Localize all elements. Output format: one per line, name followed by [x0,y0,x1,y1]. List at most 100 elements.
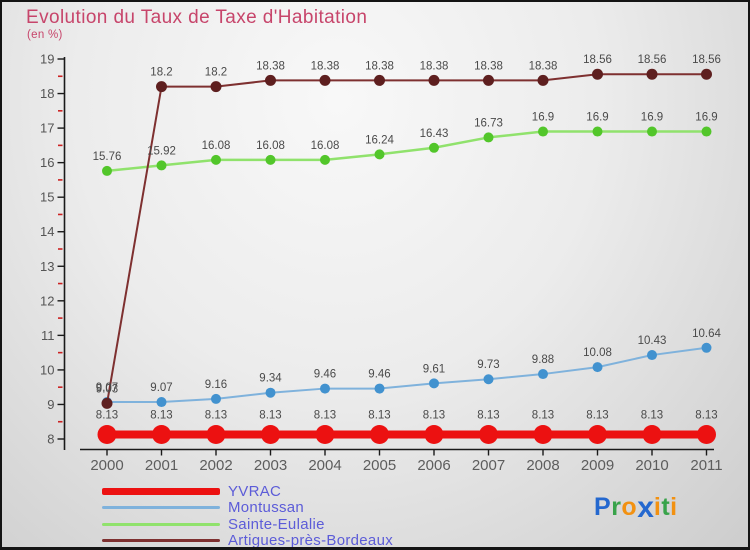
value-label-Montussan: 10.64 [692,328,721,340]
legend-swatch [102,487,220,495]
y-tick-label: 11 [41,328,55,343]
value-label-Artigues-près-Bordeaux: 18.56 [583,54,612,66]
x-tick-label: 2006 [417,457,450,474]
value-label-YVRAC: 8.13 [695,410,717,422]
data-point-Sainte-Eulalie [374,149,385,160]
x-tick-label: 2011 [690,457,722,474]
value-label-Artigues-près-Bordeaux: 18.38 [256,60,285,72]
value-label-YVRAC: 8.13 [477,410,499,422]
value-label-Sainte-Eulalie: 16.9 [586,112,608,124]
value-label-YVRAC: 8.13 [96,410,118,422]
value-label-Artigues-près-Bordeaux: 18.2 [205,67,227,79]
value-label-Montussan: 9.88 [532,354,554,366]
legend-item: Montussan [102,500,393,517]
x-tick-label: 2002 [199,457,232,474]
value-label-Sainte-Eulalie: 16.73 [474,117,503,129]
data-point-Sainte-Eulalie [538,126,548,137]
legend-label: Sainte-Eulalie [228,515,325,533]
series-line-Artigues-près-Bordeaux [106,73,708,405]
value-label-Sainte-Eulalie: 16.08 [311,140,340,152]
value-label-Sainte-Eulalie: 16.9 [695,112,717,124]
y-tick-label: 12 [40,293,54,308]
data-point-Sainte-Eulalie [211,154,221,165]
x-tick-label: 2010 [635,457,668,474]
legend-item: Artigues-près-Bordeaux [102,532,394,550]
data-point-Artigues-près-Bordeaux [319,74,331,86]
value-label-YVRAC: 8.13 [532,410,554,422]
value-label-Artigues-près-Bordeaux: 9.03 [96,383,118,395]
data-point-Artigues-près-Bordeaux [210,81,222,93]
value-label-Montussan: 9.16 [205,379,227,391]
y-tick-label: 14 [40,224,54,239]
data-point-YVRAC [206,425,226,445]
x-tick-label: 2007 [472,457,505,474]
data-point-YVRAC [533,425,553,445]
series-line-Montussan [106,346,708,404]
data-point-Artigues-près-Bordeaux [646,68,658,80]
y-tick-label: 10 [40,362,54,377]
value-label-YVRAC: 8.13 [150,410,172,422]
data-point-Artigues-près-Bordeaux [483,74,494,86]
legend-label: YVRAC [228,482,282,500]
data-point-Montussan [701,342,712,353]
value-label-Montussan: 9.07 [96,382,118,394]
data-point-YVRAC [97,425,117,445]
x-tick-label: 2004 [308,457,341,474]
data-point-Montussan [320,383,330,394]
value-label-Sainte-Eulalie: 16.43 [420,128,449,140]
y-tick-label: 16 [40,155,54,170]
data-point-Artigues-près-Bordeaux [592,68,603,80]
data-point-YVRAC [642,425,662,445]
x-tick-label: 2000 [90,457,123,474]
data-point-Sainte-Eulalie [592,126,603,137]
data-point-Sainte-Eulalie [429,142,439,153]
legend-label: Montussan [228,499,305,517]
value-label-YVRAC: 8.13 [314,410,336,422]
y-tick-label: 17 [40,121,54,136]
data-point-Montussan [156,397,167,408]
x-tick-label: 2008 [526,457,559,474]
y-tick-label: 18 [40,86,54,101]
chart-legend: YVRAC Montussan Sainte-Eulalie Artigues-prè… [102,482,394,550]
logo-letter: P [594,493,612,521]
legend-swatch [102,506,220,510]
data-point-Montussan [647,350,657,361]
y-tick-label: 13 [40,259,54,274]
data-point-Montussan [374,383,385,394]
data-point-Montussan [592,362,603,373]
legend-swatch [102,522,220,526]
x-tick-label: 2003 [254,457,287,474]
value-label-Artigues-près-Bordeaux: 18.38 [365,60,394,72]
data-point-YVRAC [261,425,280,445]
y-tick-label: 15 [40,190,54,205]
x-tick-label: 2009 [581,457,614,474]
chart-title: Evolution du Taux de Taxe d'Habitation [26,7,368,28]
value-label-Artigues-près-Bordeaux: 18.38 [311,60,340,72]
logo-letter: t [661,493,671,521]
data-point-YVRAC [697,425,716,445]
data-point-Montussan [538,369,548,380]
value-label-Sainte-Eulalie: 16.24 [365,134,394,146]
value-label-Montussan: 9.46 [314,369,336,381]
series-line-Sainte-Eulalie [105,130,708,173]
value-label-Montussan: 9.07 [150,382,172,394]
data-point-YVRAC [479,425,498,445]
legend-swatch [102,539,220,543]
data-point-Sainte-Eulalie [701,126,712,137]
value-label-Artigues-près-Bordeaux: 18.38 [420,60,449,72]
value-label-Artigues-près-Bordeaux: 18.56 [638,54,667,66]
value-label-Sainte-Eulalie: 16.9 [532,112,554,124]
value-label-Artigues-près-Bordeaux: 18.56 [692,54,721,66]
legend-item: Sainte-Eulalie [102,516,393,533]
data-point-Montussan [429,378,439,389]
data-point-Artigues-près-Bordeaux [701,68,712,80]
value-label-Sainte-Eulalie: 16.08 [202,140,231,152]
value-label-Sainte-Eulalie: 16.9 [641,112,663,124]
legend-label: Artigues-près-Bordeaux [228,532,394,550]
data-point-Artigues-près-Bordeaux [374,74,385,86]
logo-letter: r [611,493,622,521]
data-point-YVRAC [315,425,335,445]
data-point-YVRAC [424,425,444,445]
